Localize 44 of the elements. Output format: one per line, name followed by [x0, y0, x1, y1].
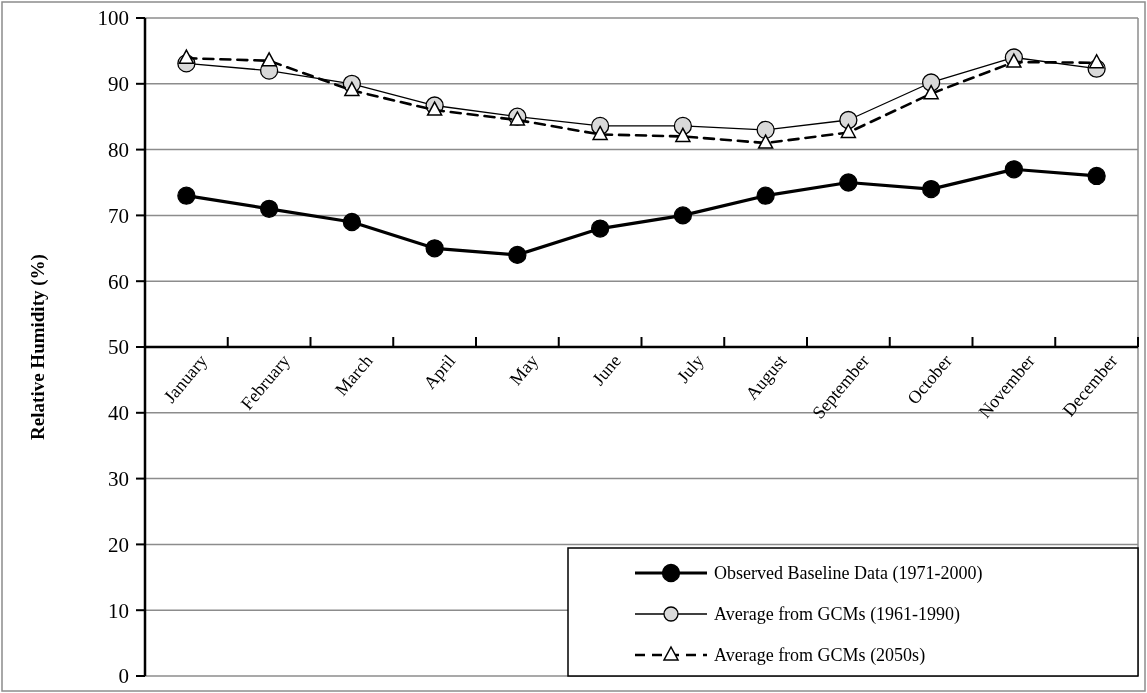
- point: [261, 52, 277, 67]
- point: [592, 125, 608, 141]
- point: [426, 101, 443, 116]
- y-tick-label: 30: [108, 466, 129, 491]
- y-axis-title: Relative Humidity (%): [27, 254, 49, 440]
- point: [921, 179, 941, 199]
- y-tick-label: 90: [108, 72, 129, 97]
- y-tick-label: 10: [108, 598, 129, 623]
- y-tick-label: 50: [108, 335, 129, 360]
- point: [673, 206, 693, 225]
- point: [590, 219, 610, 238]
- point: [342, 212, 362, 232]
- point: [756, 120, 775, 140]
- y-tick-label: 80: [108, 137, 129, 162]
- point: [840, 123, 857, 139]
- x-tick-label: June: [588, 350, 625, 389]
- x-tick-label: May: [505, 350, 543, 389]
- legend-label: Observed Baseline Data (1971-2000): [714, 563, 983, 585]
- point: [177, 186, 196, 205]
- point: [178, 49, 195, 64]
- point: [757, 134, 774, 149]
- legend-label: Average from GCMs (1961-1990): [714, 604, 961, 626]
- point: [1006, 53, 1022, 68]
- y-tick-label: 40: [108, 401, 129, 426]
- point: [425, 239, 444, 258]
- point: [923, 84, 939, 100]
- point: [344, 81, 360, 97]
- point: [1087, 166, 1106, 186]
- point: [756, 186, 775, 205]
- y-tick-label: 20: [108, 532, 129, 557]
- y-tick-label: 60: [108, 269, 129, 294]
- y-tick-label: 70: [108, 203, 129, 228]
- point: [259, 199, 279, 218]
- point: [1088, 53, 1105, 69]
- point: [509, 111, 526, 126]
- y-tick-label: 100: [97, 6, 129, 31]
- x-tick-label: July: [672, 350, 708, 387]
- legend-label: Average from GCMs (2050s): [714, 645, 926, 667]
- point: [839, 173, 858, 192]
- point: [508, 245, 527, 265]
- point: [839, 110, 858, 130]
- y-tick-label: 0: [118, 664, 129, 689]
- point: [675, 127, 691, 143]
- point: [1004, 160, 1024, 179]
